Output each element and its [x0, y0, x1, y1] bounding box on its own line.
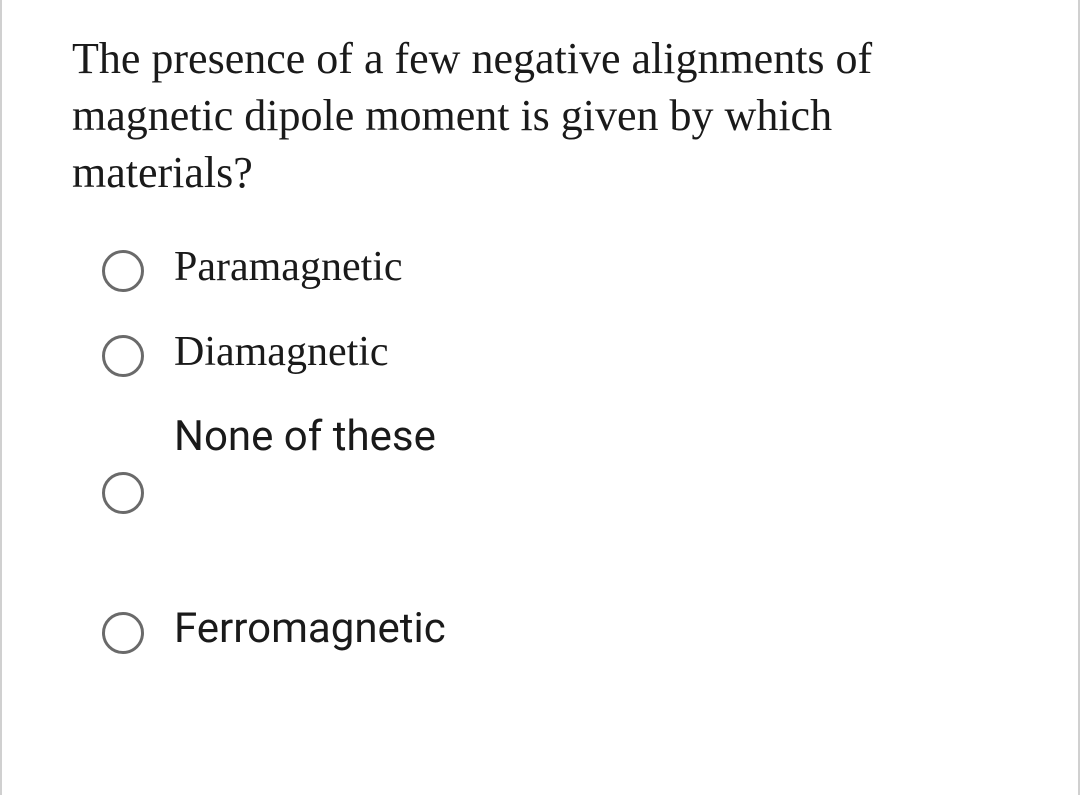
option-label: Diamagnetic — [174, 327, 389, 377]
options-list: Paramagnetic Diamagnetic None of these F… — [72, 242, 1018, 655]
option-label: Paramagnetic — [174, 242, 403, 292]
radio-icon[interactable] — [102, 612, 144, 654]
option-label: None of these — [174, 412, 436, 462]
option-row[interactable]: Ferromagnetic — [102, 604, 1018, 654]
radio-icon[interactable] — [102, 472, 144, 514]
radio-icon[interactable] — [102, 250, 144, 292]
option-row[interactable]: Paramagnetic — [102, 242, 1018, 292]
option-row[interactable]: Diamagnetic — [102, 327, 1018, 377]
option-label: Ferromagnetic — [174, 604, 446, 654]
question-text: The presence of a few negative alignment… — [72, 30, 1018, 202]
option-row[interactable]: None of these — [102, 412, 1018, 514]
radio-icon[interactable] — [102, 335, 144, 377]
quiz-card: The presence of a few negative alignment… — [0, 0, 1080, 795]
